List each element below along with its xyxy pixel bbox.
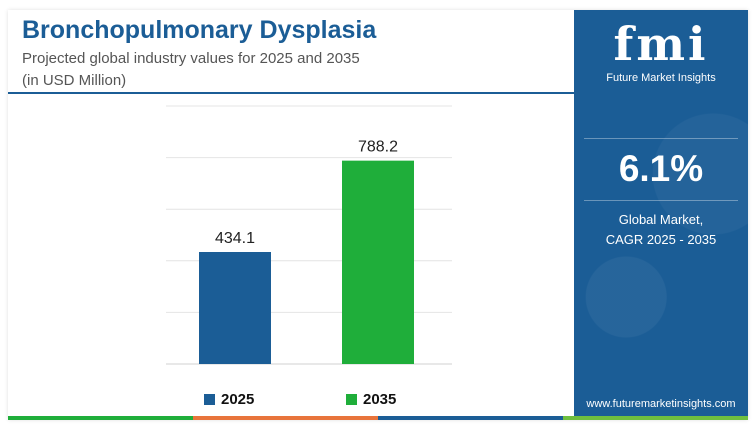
legend-item-2025: 2025 [204, 390, 254, 408]
fmi-logo: fmi [613, 17, 709, 71]
legend-item-2035: 2035 [346, 390, 396, 408]
chart-subtitle: Projected global industry values for 202… [22, 48, 542, 92]
bar-chart: 434.1 788.2 [166, 105, 452, 365]
stripe-segment [563, 416, 748, 420]
subtitle-line-2: (in USD Million) [22, 72, 127, 89]
subtitle-line-1: Projected global industry values for 202… [22, 50, 360, 67]
sidebar-divider-top [584, 138, 738, 139]
logo-caption: Future Market Insights [606, 72, 716, 84]
cagr-value: 6.1% [618, 148, 704, 189]
infographic-card: Bronchopulmonary Dysplasia Projected glo… [8, 10, 748, 420]
legend-swatch-2025 [204, 393, 215, 405]
bars [199, 160, 414, 364]
legend-label-2035: 2035 [363, 390, 397, 408]
stripe-segment [378, 416, 563, 420]
header-divider [8, 92, 574, 94]
website-url[interactable]: www.futuremarketinsights.com [586, 398, 736, 410]
bottom-color-stripe [8, 416, 748, 420]
bar-2025 [199, 252, 271, 364]
value-labels: 434.1 788.2 [215, 139, 398, 247]
data-label-2025: 434.1 [215, 230, 255, 247]
cagr-label: Global Market, CAGR 2025 - 2035 [574, 210, 748, 250]
chart-title: Bronchopulmonary Dysplasia [22, 16, 377, 44]
stripe-segment [193, 416, 378, 420]
legend-label-2025: 2025 [221, 390, 255, 408]
sidebar-panel: fmi Future Market Insights 6.1% Global M… [574, 10, 748, 420]
bar-2035 [342, 160, 414, 364]
legend-swatch-2035 [346, 393, 357, 405]
data-label-2035: 788.2 [358, 139, 398, 156]
cagr-label-line-1: Global Market, [618, 212, 704, 227]
sidebar-divider-bottom [584, 200, 738, 201]
cagr-label-line-2: CAGR 2025 - 2035 [605, 232, 717, 247]
stripe-segment [8, 416, 193, 420]
